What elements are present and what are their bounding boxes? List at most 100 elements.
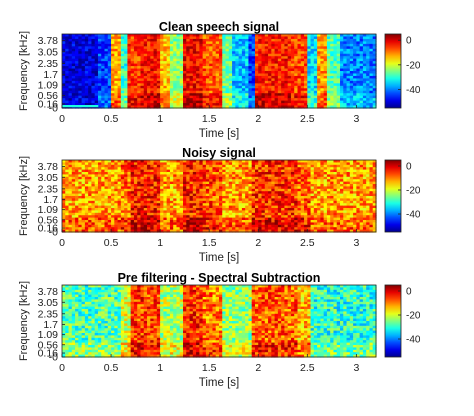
heatmap-cell [160,169,164,173]
heatmap-cell [160,88,164,92]
heatmap-cell [353,100,357,104]
heatmap-cell [173,164,178,168]
heatmap-cell [264,105,269,109]
heatmap-cell [254,80,259,84]
heatmap-cell [326,36,331,40]
heatmap-cell [173,63,178,67]
heatmap-cell [153,167,158,171]
heatmap-cell [268,172,272,175]
heatmap-cell [336,103,341,107]
heatmap-cell [173,103,178,107]
heatmap-cell [163,167,168,171]
heatmap-cell [160,210,164,214]
heatmap-cell [183,188,187,192]
heatmap-cell [153,229,158,233]
heatmap-cell [310,61,315,65]
heatmap-cell [320,88,325,92]
x-tick-label: 2 [255,113,261,125]
heatmap-cell [75,215,79,219]
heatmap-cell [94,188,99,192]
heatmap-cell [176,176,181,180]
heatmap-cell [346,51,351,55]
heatmap-cell [130,205,135,209]
heatmap-cell [225,227,230,231]
heatmap-cell [196,179,200,183]
heatmap-cell [372,56,377,60]
heatmap-cell [238,73,243,77]
heatmap-cell [323,34,328,38]
heatmap-cell [153,203,158,207]
heatmap-cell [163,176,168,180]
heatmap-cell [186,68,191,72]
heatmap-cell [133,66,138,70]
heatmap-cell [228,46,233,50]
heatmap-cell [81,186,86,190]
heatmap-cell [189,71,194,75]
heatmap-cell [258,51,263,55]
heatmap-cell [300,85,305,89]
heatmap-cell [219,58,223,62]
heatmap-cell [81,46,86,50]
heatmap-cell [94,58,99,62]
heatmap-cell [232,95,236,99]
heatmap-cell [173,198,178,202]
heatmap-cell [232,229,236,233]
heatmap-cell [202,227,207,231]
heatmap-cell [88,174,93,178]
heatmap-cell [88,51,93,55]
heatmap-cell [369,85,374,89]
heatmap-cell [133,93,138,97]
heatmap-cell [179,193,184,197]
heatmap-cell [111,167,115,171]
heatmap-cell [101,174,106,178]
heatmap-cell [271,212,276,216]
heatmap-cell [300,71,305,75]
heatmap-cell [264,224,269,228]
heatmap-cell [268,229,272,233]
heatmap-cell [336,51,341,55]
heatmap-cell [232,36,236,40]
heatmap-cell [101,220,106,223]
heatmap-cell [271,186,276,190]
heatmap-cell [183,73,187,77]
heatmap-cell [235,222,240,226]
heatmap-cell [107,224,112,228]
heatmap-cell [196,95,200,99]
heatmap-cell [71,176,76,180]
heatmap-cell [356,85,361,89]
heatmap-cell [133,172,138,175]
heatmap-cell [248,196,253,199]
heatmap-cell [212,95,217,99]
heatmap-cell [65,181,70,185]
heatmap-cell [166,53,171,57]
heatmap-cell [140,68,145,72]
heatmap-cell [300,100,305,104]
heatmap-cell [91,210,96,214]
heatmap-cell [366,105,371,109]
heatmap-cell [356,48,361,52]
heatmap-cell [209,196,214,199]
heatmap-cell [160,63,164,67]
heatmap-cell [202,164,207,168]
heatmap-cell [147,75,151,79]
heatmap-cell [199,83,204,87]
heatmap-cell [192,186,197,190]
heatmap-cell [97,58,102,62]
heatmap-cell [313,71,318,75]
heatmap-cell [372,80,377,84]
heatmap-cell [359,36,364,40]
heatmap-cell [268,212,272,216]
heatmap-cell [268,181,272,185]
heatmap-cell [107,227,112,231]
heatmap-cell [160,174,164,178]
heatmap-cell [258,212,263,216]
heatmap-cell [140,186,145,190]
heatmap-cell [114,71,119,75]
heatmap-cell [346,80,351,84]
heatmap-cell [91,200,96,204]
heatmap-cell [202,46,207,50]
heatmap-cell [317,36,321,40]
heatmap-cell [117,34,122,38]
heatmap-cell [241,172,246,175]
heatmap-cell [277,167,282,171]
